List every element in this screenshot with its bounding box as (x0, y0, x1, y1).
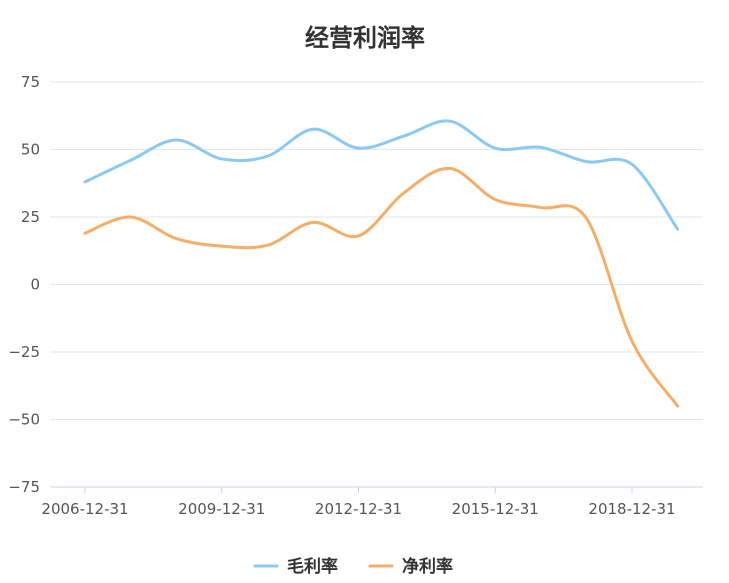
x-tick-label: 2009-12-31 (178, 500, 265, 518)
x-tick-label: 2006-12-31 (41, 500, 128, 518)
series-lines (83, 119, 680, 408)
y-tick-label: 25 (21, 208, 40, 226)
watermark-text: 头条 @财媒店小二 (597, 545, 729, 564)
legend: 毛利率 净利率 (253, 556, 453, 577)
y-tick-label: −50 (8, 411, 40, 429)
y-axis-ticks: 75 50 25 0 −25 −50 −75 (8, 73, 40, 496)
chart-title: 经营利润率 (305, 24, 425, 52)
series-line-1 (83, 119, 680, 231)
y-tick-label: −75 (8, 478, 40, 496)
x-axis: 2006-12-31 2009-12-31 2012-12-31 2015-12-31… (41, 486, 703, 518)
x-tick-label: 2012-12-31 (315, 500, 402, 518)
series-line-2 (83, 166, 680, 408)
y-tick-label: −25 (8, 343, 40, 361)
x-tick-label: 2018-12-31 (588, 500, 675, 518)
x-tick-label: 2015-12-31 (452, 500, 539, 518)
y-tick-label: 50 (21, 141, 40, 159)
legend-label: 毛利率 (287, 556, 338, 577)
legend-label: 净利率 (402, 556, 453, 577)
y-tick-label: 75 (21, 73, 40, 91)
y-tick-label: 0 (30, 276, 40, 294)
grid-lines (50, 81, 703, 420)
